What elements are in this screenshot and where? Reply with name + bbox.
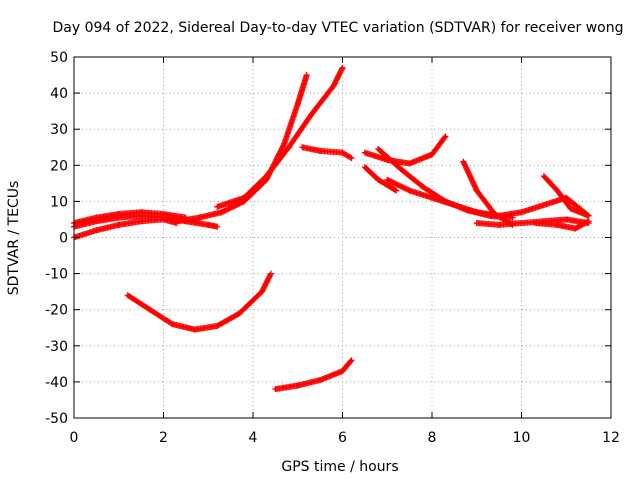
data-point: [585, 212, 592, 219]
y-tick-label: 10: [50, 194, 68, 210]
data-point: [347, 358, 354, 365]
series-8: [361, 164, 400, 194]
x-tick-label: 2: [159, 430, 168, 446]
data-point: [391, 186, 398, 193]
y-tick-label: -30: [45, 339, 68, 355]
x-tick-label: 8: [428, 430, 437, 446]
plot-frame: [73, 56, 612, 419]
chart-title: Day 094 of 2022, Sidereal Day-to-day VTE…: [53, 20, 624, 36]
y-tick-label: -50: [45, 411, 68, 427]
data-point: [279, 144, 286, 151]
y-tick-label: 20: [50, 158, 68, 174]
y-tick-label: 40: [50, 86, 68, 102]
data-point: [585, 218, 592, 225]
data-point: [278, 147, 285, 154]
series-3: [71, 216, 180, 241]
data-point: [442, 133, 449, 140]
grid: [74, 57, 611, 418]
series-11: [460, 158, 516, 228]
data-point: [278, 145, 285, 152]
data-point: [214, 223, 221, 230]
data-point: [393, 187, 400, 194]
data-point: [348, 357, 355, 364]
data-point: [348, 155, 355, 162]
x-tick-label: 4: [249, 430, 258, 446]
y-tick-label: -20: [45, 303, 68, 319]
series-16: [272, 357, 355, 393]
data-point: [339, 64, 346, 71]
series-12: [473, 216, 592, 228]
series-13: [540, 173, 592, 219]
data-point: [280, 141, 287, 148]
x-tick-label: 0: [70, 430, 79, 446]
y-tick-label: -10: [45, 267, 68, 283]
data-point: [441, 134, 448, 141]
data-point: [584, 218, 591, 225]
data-point: [267, 270, 274, 277]
series-layer: [71, 64, 592, 393]
data-point: [347, 154, 354, 161]
y-tick-label: 0: [59, 231, 68, 247]
x-axis-label: GPS time / hours: [281, 459, 398, 475]
series-14: [531, 218, 592, 232]
y-tick-label: 50: [50, 50, 68, 66]
y-tick-label: 30: [50, 122, 68, 138]
y-tick-label: -40: [45, 375, 68, 391]
y-axis-label: SDTVAR / TECUs: [6, 181, 22, 296]
data-point: [303, 72, 310, 79]
x-tick-label: 6: [338, 430, 347, 446]
series-15: [124, 270, 274, 333]
data-point: [279, 143, 286, 150]
x-tick-label: 10: [513, 430, 531, 446]
series-6: [299, 144, 355, 162]
ticks: 0 2 4 6 8 10 12 -50 -40 -30 -20 -10 0 10 20 30 40 50: [45, 50, 620, 446]
x-tick-label: 12: [602, 430, 620, 446]
series-5: [214, 64, 346, 210]
